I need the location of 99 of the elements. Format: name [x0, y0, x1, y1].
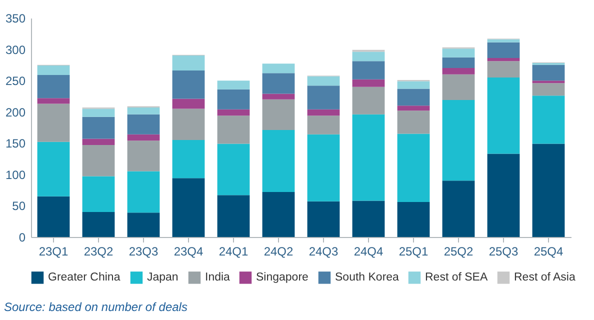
- source-note: Source: based on number of deals: [4, 300, 188, 314]
- bar: [37, 142, 70, 196]
- bar: [82, 108, 115, 117]
- bar: [217, 116, 250, 144]
- bar: [262, 192, 295, 237]
- bar: [397, 110, 430, 134]
- x-tick-label: 23Q2: [84, 244, 114, 258]
- y-tick-label: 250: [5, 74, 26, 88]
- bar: [352, 114, 385, 201]
- bar: [217, 89, 250, 110]
- bar: [532, 64, 565, 81]
- bar: [442, 74, 475, 100]
- bar: [127, 140, 160, 172]
- bar: [442, 100, 475, 181]
- bar: [217, 80, 250, 90]
- bar: [532, 144, 565, 237]
- bar: [532, 83, 565, 96]
- bar: [442, 57, 475, 68]
- bar: [37, 98, 70, 104]
- bar: [442, 68, 475, 74]
- bar: [172, 70, 205, 99]
- bar: [127, 134, 160, 141]
- bar: [352, 52, 385, 62]
- bar: [352, 61, 385, 80]
- bar: [397, 88, 430, 106]
- bar: [82, 212, 115, 237]
- bar: [82, 145, 115, 176]
- y-tick-label: 150: [5, 136, 26, 151]
- bar: [172, 108, 205, 140]
- legend-label: Rest of Asia: [514, 272, 576, 284]
- bar: [37, 74, 70, 98]
- x-tick-label: 23Q3: [128, 244, 158, 258]
- bar: [127, 171, 160, 213]
- bar: [172, 56, 205, 71]
- x-tick-label: 24Q2: [264, 244, 294, 258]
- bar: [352, 79, 385, 87]
- bar: [127, 107, 160, 114]
- x-tick-label: 25Q1: [398, 244, 428, 258]
- bar: [352, 200, 385, 237]
- bar: [307, 86, 340, 110]
- bar: [307, 201, 340, 237]
- y-tick-label: 100: [5, 168, 26, 182]
- bar: [82, 116, 115, 139]
- bar: [487, 39, 520, 42]
- bar: [442, 48, 475, 58]
- bar: [262, 73, 295, 94]
- y-tick-label: 350: [5, 12, 26, 26]
- bar: [352, 86, 385, 114]
- bar: [127, 212, 160, 237]
- bar: [307, 109, 340, 116]
- legend-label: India: [205, 272, 231, 284]
- bar: [307, 116, 340, 134]
- x-tick-label: 24Q1: [218, 244, 248, 258]
- bar: [397, 81, 430, 89]
- bar: [397, 106, 430, 111]
- bar: [487, 61, 520, 78]
- x-tick-label: 23Q1: [38, 244, 68, 258]
- bar: [487, 58, 520, 62]
- bar: [532, 96, 565, 144]
- y-tick-label: 0: [18, 230, 26, 244]
- bar: [262, 64, 295, 74]
- bar: [307, 134, 340, 202]
- x-tick-label: 24Q3: [308, 244, 338, 258]
- bar: [172, 178, 205, 237]
- legend-label: Japan: [147, 272, 178, 284]
- bar: [532, 80, 565, 84]
- bar: [172, 98, 205, 109]
- bar: [397, 134, 430, 202]
- bar: [442, 180, 475, 237]
- x-tick-label: 24Q4: [354, 244, 384, 258]
- legend-label: Greater China: [48, 272, 121, 284]
- bar: [262, 130, 295, 192]
- bar: [307, 76, 340, 86]
- bar: [37, 196, 70, 237]
- bar: [37, 66, 70, 75]
- x-tick-label: 25Q3: [488, 244, 518, 258]
- legend-label: Singapore: [256, 272, 308, 284]
- legend-label: South Korea: [335, 272, 400, 284]
- bar: [487, 42, 520, 58]
- bar: [217, 195, 250, 237]
- bar: [172, 140, 205, 178]
- x-tick-label: 25Q2: [444, 244, 474, 258]
- legend-label: Rest of SEA: [425, 272, 488, 284]
- y-tick-label: 300: [5, 42, 26, 57]
- y-tick-label: 50: [12, 199, 26, 214]
- bar: [397, 202, 430, 237]
- bar: [262, 99, 295, 130]
- y-tick-label: 200: [5, 105, 26, 120]
- bar: [487, 77, 520, 154]
- bar: [262, 94, 295, 100]
- bar: [217, 144, 250, 196]
- bar: [82, 176, 115, 212]
- bar: [127, 114, 160, 134]
- bar: [217, 109, 250, 116]
- bar: [487, 154, 520, 237]
- bar: [82, 138, 115, 146]
- x-tick-label: 25Q4: [534, 244, 564, 258]
- x-tick-label: 23Q4: [174, 244, 204, 258]
- bar: [37, 104, 70, 142]
